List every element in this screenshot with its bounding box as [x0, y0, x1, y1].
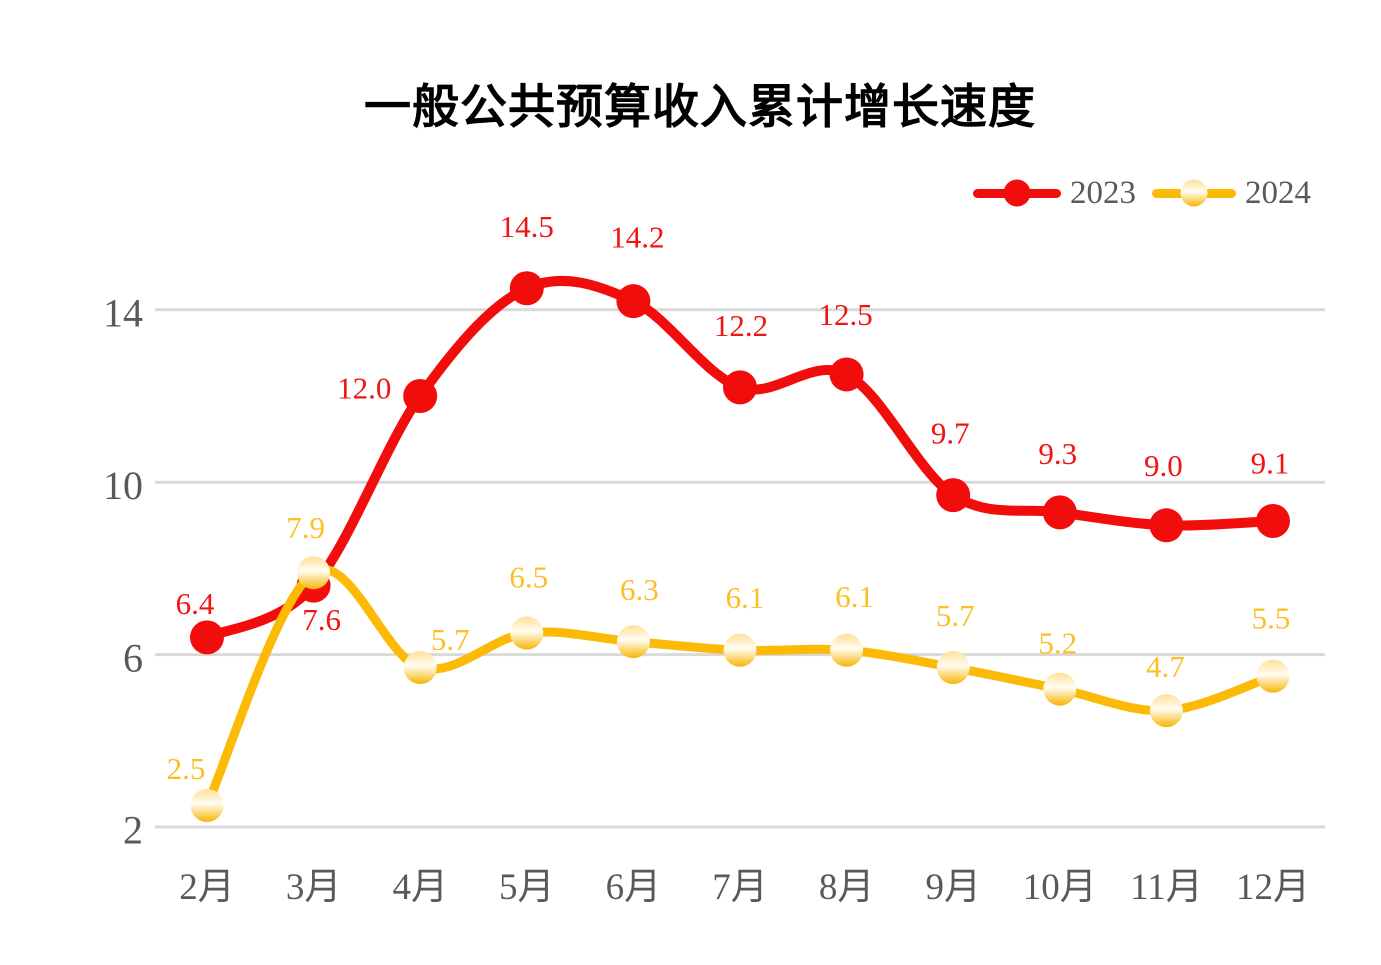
data-point-2023-5月 [509, 271, 544, 306]
data-point-2023-4月 [403, 379, 438, 413]
data-point-2023-6月 [616, 284, 651, 319]
data-label-2023-9月: 9.7 [931, 416, 970, 451]
data-label-2024-6月: 6.3 [620, 572, 659, 607]
data-point-2024-6月 [616, 625, 650, 659]
data-label-2024-3月: 7.9 [286, 510, 325, 545]
data-label-2024-10月: 5.2 [1038, 626, 1077, 661]
chart-title: 一般公共预算收入累计增长速度 [364, 80, 1036, 133]
data-point-2024-4月 [403, 651, 437, 685]
data-label-2023-3月: 7.6 [302, 602, 341, 637]
y-tick-label: 10 [103, 463, 143, 508]
data-point-2024-8月 [830, 633, 864, 667]
x-tick-label: 10月 [1023, 867, 1097, 908]
data-label-2024-7月: 6.1 [726, 580, 765, 615]
data-label-2024-4月: 5.7 [431, 622, 470, 657]
legend-line-sample-2024 [1152, 179, 1236, 207]
data-point-2023-8月 [829, 357, 864, 392]
data-label-2023-12月: 9.1 [1251, 445, 1290, 480]
x-tick-label: 3月 [286, 867, 342, 908]
legend-label-2023: 2023 [1070, 174, 1136, 211]
data-point-2024-10月 [1043, 672, 1077, 706]
legend-label-2024: 2024 [1245, 174, 1311, 211]
data-label-2023-2月: 6.4 [176, 586, 215, 621]
data-point-2024-12月 [1256, 659, 1290, 693]
data-point-2023-7月 [723, 370, 757, 405]
data-label-2023-7月: 12.2 [714, 308, 768, 343]
data-point-2024-2月 [190, 788, 224, 822]
data-point-2024-9月 [936, 651, 970, 685]
data-label-2023-5月: 14.5 [500, 209, 554, 244]
legend-marker-2023 [1003, 179, 1031, 207]
legend-item-2024: 2024 [1152, 174, 1311, 211]
data-label-2024-9月: 5.7 [936, 598, 975, 633]
x-tick-label: 7月 [712, 867, 768, 908]
data-label-2023-10月: 9.3 [1038, 436, 1077, 471]
x-tick-label: 2月 [179, 867, 235, 908]
x-tick-label: 6月 [606, 867, 662, 908]
y-tick-label: 2 [123, 808, 143, 853]
x-tick-label: 9月 [925, 867, 981, 908]
x-tick-label: 12月 [1236, 867, 1310, 908]
y-tick-label: 6 [123, 635, 143, 680]
x-tick-label: 5月 [499, 867, 555, 908]
data-label-2023-4月: 12.0 [337, 371, 391, 406]
legend-marker-2024 [1180, 179, 1208, 207]
data-label-2024-5月: 6.5 [509, 560, 548, 595]
series-line-2024 [202, 565, 1278, 810]
legend-item-2023: 2023 [973, 174, 1136, 211]
data-point-2023-12月 [1256, 503, 1290, 538]
data-point-2024-5月 [510, 616, 544, 650]
data-point-2024-3月 [297, 556, 331, 590]
y-tick-label: 14 [103, 291, 143, 336]
x-tick-label: 11月 [1130, 867, 1203, 908]
legend-line-sample-2023 [973, 179, 1061, 207]
data-label-2023-8月: 12.5 [818, 297, 872, 332]
data-point-2023-2月 [190, 620, 224, 655]
data-point-2024-7月 [723, 633, 757, 667]
data-label-2023-6月: 14.2 [610, 220, 664, 255]
data-point-2023-10月 [1042, 495, 1077, 530]
data-label-2024-2月: 2.5 [167, 751, 206, 786]
x-tick-label: 8月 [819, 867, 875, 908]
data-label-2024-12月: 5.5 [1252, 601, 1291, 636]
data-label-2023-11月: 9.0 [1144, 448, 1183, 483]
data-label-2024-8月: 6.1 [835, 579, 874, 614]
data-point-2023-11月 [1149, 508, 1184, 543]
data-label-2024-11月: 4.7 [1146, 649, 1185, 684]
x-tick-label: 4月 [392, 867, 448, 908]
legend: 2023 2024 [973, 174, 1311, 212]
data-point-2023-9月 [936, 478, 971, 513]
data-point-2024-11月 [1149, 694, 1183, 728]
